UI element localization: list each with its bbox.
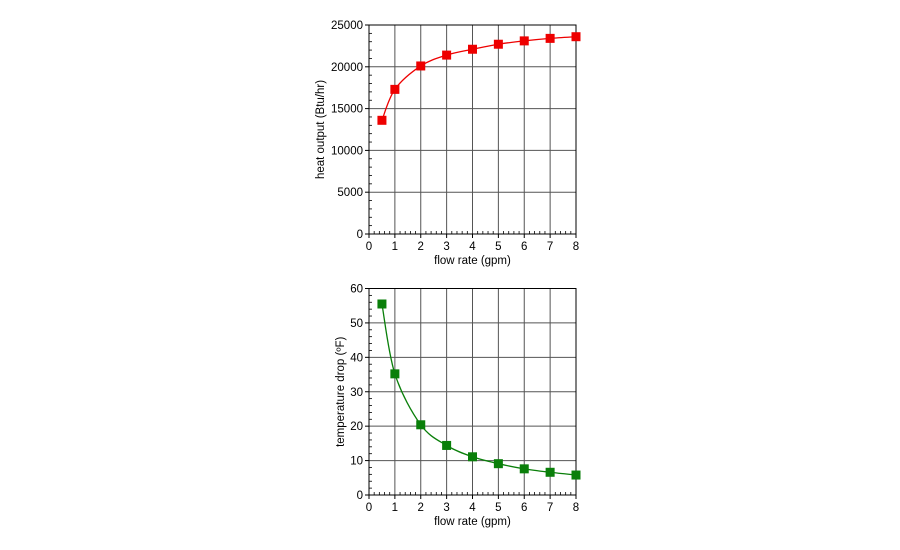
data-point-marker: [377, 299, 387, 309]
heat-output-grid: [368, 24, 577, 235]
x-tick-label: 5: [495, 241, 501, 253]
y-tick-label: 40: [350, 352, 363, 364]
y-tick-label: 15000: [331, 104, 363, 116]
data-point-marker: [390, 369, 400, 379]
data-point-marker: [493, 39, 503, 49]
temperature-drop-markers: [377, 299, 581, 480]
x-tick-label: 1: [392, 502, 398, 514]
temperature-drop-curve: [381, 303, 577, 476]
x-tick-label: 2: [418, 241, 424, 253]
x-tick-label: 3: [443, 502, 449, 514]
data-point-marker: [545, 33, 555, 43]
data-point-marker: [571, 32, 581, 42]
heat-output-chart: 0 1 2 3 4 5 6 7 8 0 5000 10000 15000 20000 25000 flow…: [315, 20, 581, 267]
temperature-drop-x-axis-label: flow rate (gpm): [434, 516, 511, 528]
x-tick-label: 7: [547, 502, 553, 514]
x-tick-label: 7: [547, 241, 553, 253]
data-point-marker: [493, 459, 503, 469]
y-tick-label: 30: [350, 387, 363, 399]
heat-output-y-tick-labels: 0 5000 10000 15000 20000 25000: [331, 20, 363, 241]
data-point-marker: [416, 420, 426, 430]
temperature-drop-y-axis-label: temperature drop (ºF): [335, 336, 347, 446]
data-point-marker: [390, 84, 400, 94]
data-point-marker: [545, 467, 555, 477]
data-point-marker: [519, 36, 529, 46]
temperature-drop-ticks: [365, 288, 577, 499]
x-tick-label: 0: [366, 502, 372, 514]
heat-output-curve: [381, 36, 577, 121]
x-tick-label: 6: [521, 502, 527, 514]
x-tick-label: 4: [469, 502, 476, 514]
heat-output-markers: [377, 32, 581, 125]
data-point-marker: [442, 440, 452, 450]
temperature-drop-grid: [368, 288, 577, 496]
x-tick-label: 8: [573, 241, 579, 253]
heat-output-y-axis-label: heat output (Btu/hr): [315, 80, 327, 179]
y-tick-label: 10000: [331, 145, 363, 157]
heat-output-x-tick-labels: 0 1 2 3 4 5 6 7 8: [366, 241, 579, 253]
data-point-marker: [468, 452, 477, 462]
data-point-marker: [519, 464, 529, 474]
y-tick-label: 50: [350, 318, 363, 330]
x-tick-label: 6: [521, 241, 527, 253]
temperature-drop-plot-frame: [368, 288, 577, 496]
y-tick-label: 20: [350, 421, 363, 433]
x-tick-label: 8: [573, 502, 579, 514]
data-point-marker: [571, 470, 581, 480]
data-point-marker: [468, 44, 477, 54]
heat-output-ticks: [365, 24, 577, 238]
x-tick-label: 5: [495, 502, 501, 514]
y-tick-label: 0: [357, 490, 363, 502]
temperature-drop-y-tick-labels: 0 10 20 30 40 50 60: [350, 284, 363, 503]
y-tick-label: 20000: [331, 62, 363, 74]
y-tick-label: 25000: [331, 20, 363, 32]
x-tick-label: 1: [392, 241, 398, 253]
y-tick-label: 60: [350, 284, 363, 296]
data-point-marker: [416, 61, 426, 71]
x-tick-label: 4: [469, 241, 476, 253]
temperature-drop-x-tick-labels: 0 1 2 3 4 5 6 7 8: [366, 502, 579, 514]
data-point-marker: [377, 115, 387, 125]
y-tick-label: 0: [357, 229, 363, 241]
heat-output-x-axis-label: flow rate (gpm): [434, 255, 511, 267]
x-tick-label: 3: [443, 241, 449, 253]
y-tick-label: 5000: [337, 187, 363, 199]
data-point-marker: [442, 50, 452, 60]
x-tick-label: 0: [366, 241, 372, 253]
y-tick-label: 10: [350, 456, 363, 468]
x-tick-label: 2: [418, 502, 424, 514]
heat-output-plot-frame: [368, 24, 577, 235]
